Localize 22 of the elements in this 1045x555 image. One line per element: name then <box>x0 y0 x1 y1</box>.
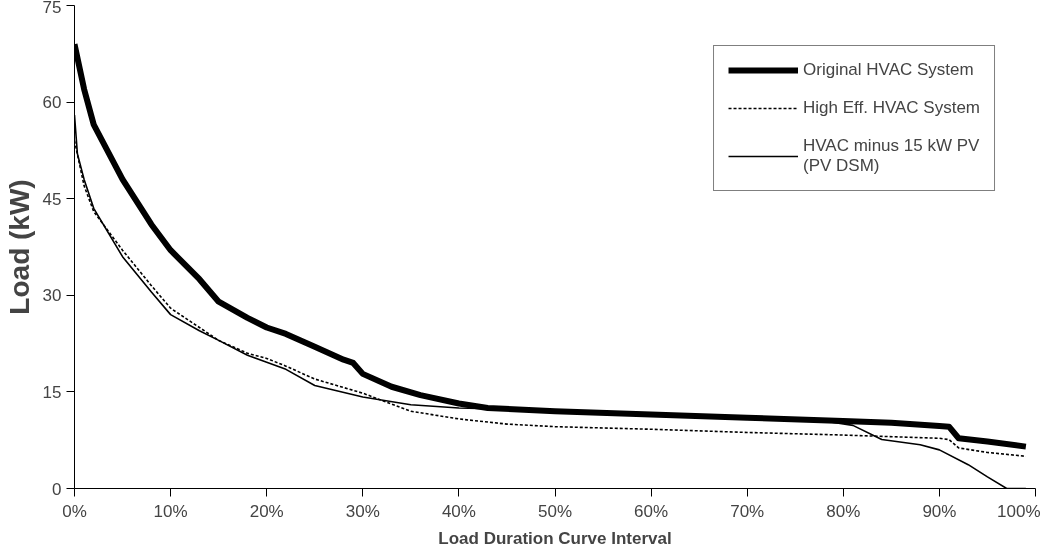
x-tick-label: 40% <box>441 501 476 521</box>
x-tick-label: 50% <box>537 501 573 521</box>
x-tick-label: 0% <box>62 501 87 521</box>
x-tick-label: 10% <box>153 501 188 521</box>
y-tick-label: 45 <box>42 189 62 209</box>
y-tick-label: 30 <box>42 286 62 306</box>
y-tick-label: 60 <box>42 93 62 113</box>
y-tick-label: 15 <box>42 382 62 402</box>
x-tick-label: 20% <box>249 501 284 521</box>
legend-label: HVAC minus 15 kW PV (PV DSM) <box>803 136 980 176</box>
x-tick-label: 60% <box>634 501 669 521</box>
y-axis-title: Load (kW) <box>3 179 35 315</box>
x-tick-label: 80% <box>826 501 861 521</box>
x-tick-label: 90% <box>922 501 957 521</box>
legend-label: Original HVAC System <box>803 60 974 80</box>
y-tick-label: 0 <box>52 479 62 499</box>
y-tick-label: 75 <box>42 0 62 17</box>
x-tick-label: 100% <box>997 501 1041 521</box>
x-tick-label: 30% <box>345 501 380 521</box>
x-tick-label: 70% <box>730 501 765 521</box>
legend-label: High Eff. HVAC System <box>803 98 980 118</box>
x-axis-title: Load Duration Curve Interval <box>438 528 672 548</box>
